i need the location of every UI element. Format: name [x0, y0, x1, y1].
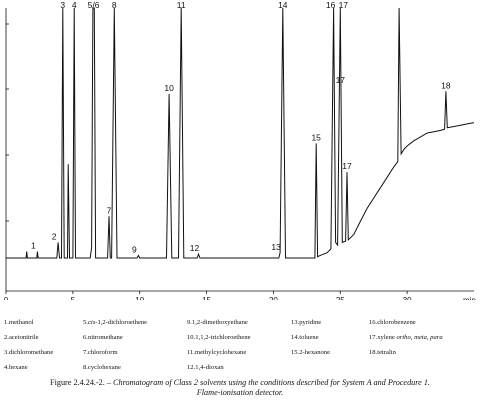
legend-number: 8.: [83, 364, 88, 371]
legend-compound: 1,2-dimethoxyethane: [191, 319, 248, 326]
legend-item: 16. chlorobenzene: [369, 315, 476, 330]
legend-number: 1.: [4, 319, 9, 326]
legend-number: 2.: [4, 334, 9, 341]
caption-line2: Flame-ionisation detector.: [196, 387, 284, 397]
peak-label: 15: [311, 132, 321, 142]
legend-item: 2. acetonitrile: [4, 330, 83, 345]
x-tick-label: 5: [71, 296, 76, 300]
legend-number: 6.: [83, 334, 88, 341]
legend-compound: pyridine: [299, 319, 322, 326]
legend-compound: chlorobenzene: [377, 319, 416, 326]
legend-item: 18. tetralin: [369, 345, 476, 360]
peak-label: 18: [441, 80, 451, 90]
x-axis-unit: min: [463, 296, 476, 300]
x-axis-ticks: 0 5 10 15 20 25 30: [4, 291, 412, 300]
x-tick-label: 30: [403, 296, 412, 300]
legend-compound: 2-hexanone: [299, 349, 331, 356]
legend-compound: 1,1,2-trichloroethene: [195, 334, 251, 341]
x-tick-label: 10: [135, 296, 144, 300]
legend-item: 15. 2-hexanone: [291, 345, 369, 360]
legend-compound: methanol: [8, 319, 34, 326]
legend-number: 15.: [291, 349, 300, 356]
legend-number: 12.: [187, 364, 196, 371]
legend-compound: nitromethane: [87, 334, 123, 341]
legend-number: 18.: [369, 349, 378, 356]
legend-compound: hexane: [8, 364, 28, 371]
peak-label: 17: [339, 0, 349, 10]
legend-number: 7.: [83, 349, 88, 356]
legend-number: 13.: [291, 319, 300, 326]
legend-number: 11.: [187, 349, 195, 356]
legend-compound: cis-1,2-dichloroethene: [87, 319, 148, 326]
caption-line1: Chromatogram of Class 2 solvents using t…: [113, 378, 430, 387]
legend-item: 5. cis-1,2-dichloroethene: [83, 315, 187, 330]
legend-item: 4. hexane: [4, 360, 83, 375]
peak-label: 13: [271, 242, 281, 252]
legend-compound: cyclohexane: [87, 364, 121, 371]
chromatogram-chart: 051015202530 12345/678910111213141516171…: [4, 0, 476, 300]
legend-item: 13. pyridine: [291, 315, 369, 330]
peak-label: 12: [190, 243, 200, 253]
figure-caption: Figure 2.4.24.-2. – Chromatogram of Clas…: [0, 378, 480, 397]
legend-compound: 1,4-dioxan: [195, 364, 224, 371]
legend-number: 5.: [83, 319, 88, 326]
chromatogram-trace: [6, 7, 475, 259]
peak-label: 7: [107, 205, 112, 215]
legend-compound: toluene: [299, 334, 319, 341]
legend-compound: chloroform: [87, 349, 118, 356]
legend-compound: dichloromethane: [8, 349, 54, 356]
legend-number: 16.: [369, 319, 378, 326]
legend-item: 7. chloroform: [83, 345, 187, 360]
legend-number: 4.: [4, 364, 9, 371]
compound-legend: 1. methanol 5. cis-1,2-dichloroethene 9. 1…: [4, 315, 478, 375]
peak-label: 2: [52, 231, 57, 241]
x-tick-label: 15: [202, 296, 211, 300]
legend-compound: tetralin: [377, 349, 396, 356]
legend-item: 3. dichloromethane: [4, 345, 83, 360]
peak-label: 14: [278, 0, 288, 10]
peak-label: 10: [164, 83, 174, 93]
legend-item: 8. cyclohexane: [83, 360, 187, 375]
peak-label: 5/6: [88, 0, 100, 10]
peak-label: 16: [326, 0, 336, 10]
peak-label: 1: [31, 241, 36, 251]
legend-number: 3.: [4, 349, 9, 356]
peak-label: 17: [342, 161, 352, 171]
legend-item: 14. toluene: [291, 330, 369, 345]
x-tick-label: 0: [4, 296, 9, 300]
peak-label: 11: [177, 0, 186, 10]
legend-number: 17.: [369, 334, 378, 341]
y-axis-ticks: [6, 23, 9, 222]
legend-item: 11. methylcyclohexane: [187, 345, 291, 360]
legend-number: 9.: [187, 319, 192, 326]
legend-item: 9. 1,2-dimethoxyethane: [187, 315, 291, 330]
legend-item: 1. methanol: [4, 315, 83, 330]
peak-label: 3: [60, 0, 65, 10]
legend-compound: acetonitrile: [8, 334, 39, 341]
peak-label: 17: [336, 75, 346, 85]
legend-grid: 1. methanol 5. cis-1,2-dichloroethene 9. 1…: [4, 315, 478, 375]
legend-item: 12. 1,4-dioxan: [187, 360, 291, 375]
legend-compound: methylcyclohexane: [195, 349, 247, 356]
peak-label: 8: [112, 0, 117, 10]
peak-label: 9: [132, 244, 137, 254]
peak-label: 4: [72, 0, 77, 10]
legend-item: 10. 1,1,2-trichloroethene: [187, 330, 291, 345]
legend-compound: xylene ortho, meta, para: [377, 334, 443, 341]
x-tick-label: 20: [269, 296, 278, 300]
legend-number: 14.: [291, 334, 300, 341]
legend-number: 10.: [187, 334, 196, 341]
x-tick-label: 25: [336, 296, 345, 300]
legend-item: 6. nitromethane: [83, 330, 187, 345]
legend-item: 17. xylene ortho, meta, para: [369, 330, 476, 345]
caption-prefix: Figure 2.4.24.-2. –: [50, 378, 114, 387]
